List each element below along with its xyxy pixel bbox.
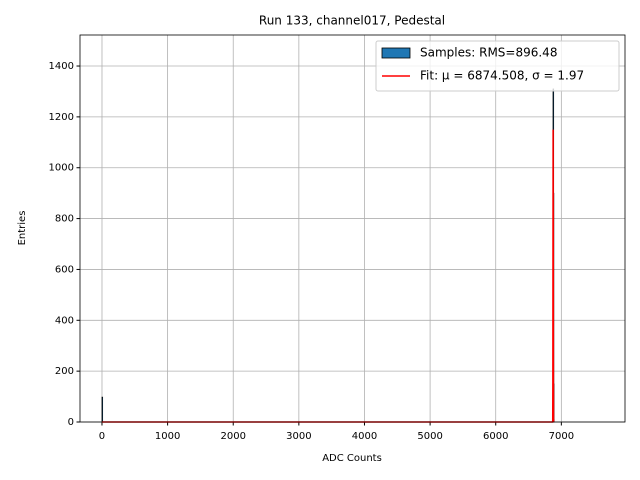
axes-frame <box>79 34 626 423</box>
legend-swatch <box>381 47 411 59</box>
y-tick-label: 1200 <box>49 112 74 123</box>
y-tick-label: 0 <box>68 417 74 428</box>
fit-line <box>101 129 555 423</box>
y-tick-label: 800 <box>55 214 74 225</box>
x-tick-label: 3000 <box>286 431 311 442</box>
y-tick-label: 600 <box>55 264 74 275</box>
y-tick-label: 200 <box>55 366 74 377</box>
y-tick-label: 1000 <box>49 163 74 174</box>
y-tick-label: 400 <box>55 315 74 326</box>
legend-label: Fit: μ = 6874.508, σ = 1.97 <box>420 69 584 83</box>
x-tick-label: 5000 <box>417 431 442 442</box>
y-tick-label: 1400 <box>49 61 74 72</box>
y-axis-label: Entries <box>17 211 28 246</box>
x-tick-label: 2000 <box>221 431 246 442</box>
x-axis-label: ADC Counts <box>322 453 382 464</box>
chart-title: Run 133, channel017, Pedestal <box>259 14 445 28</box>
x-tick-label: 0 <box>99 431 105 442</box>
legend-box <box>375 40 620 92</box>
x-tick-label: 6000 <box>483 431 508 442</box>
bar <box>101 396 104 423</box>
x-tick-label: 1000 <box>155 431 180 442</box>
legend-label: Samples: RMS=896.48 <box>420 46 557 60</box>
x-tick-label: 4000 <box>352 431 377 442</box>
x-tick-label: 7000 <box>549 431 574 442</box>
legend: Samples: RMS=896.48 Fit: μ = 6874.508, σ … <box>375 40 620 92</box>
